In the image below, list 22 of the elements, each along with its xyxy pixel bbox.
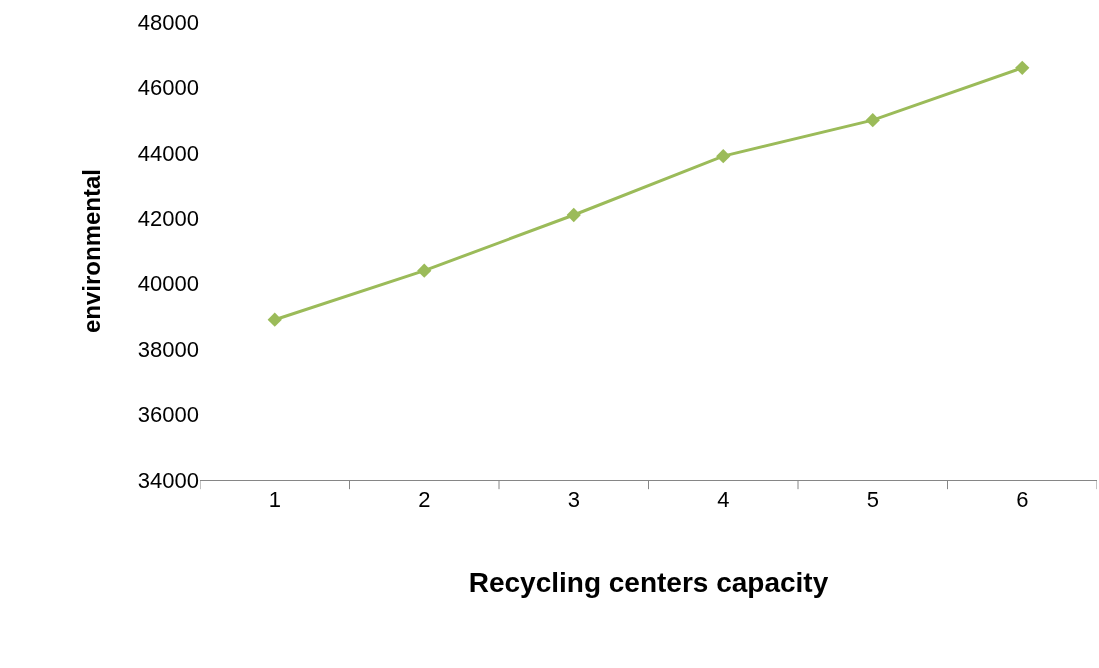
y-tick-label: 36000 <box>137 402 199 428</box>
x-tick-label: 3 <box>567 487 580 513</box>
x-tick-label: 5 <box>866 487 879 513</box>
point <box>716 148 731 164</box>
point <box>267 312 282 327</box>
x-axis-title: Recycling centers capacity <box>468 566 829 598</box>
point <box>566 207 581 223</box>
y-tick-label: 40000 <box>137 271 199 297</box>
x-tick-label: 2 <box>418 487 431 513</box>
x-tick-label: 6 <box>1016 487 1029 513</box>
y-tick-label: 46000 <box>137 75 199 101</box>
y-tick-label: 44000 <box>137 140 199 166</box>
point <box>865 112 880 128</box>
point <box>417 263 432 278</box>
x-tick-label: 1 <box>268 487 281 513</box>
point <box>1015 60 1030 75</box>
y-tick-label: 34000 <box>137 467 199 493</box>
y-tick-label: 42000 <box>137 205 199 231</box>
x-tick-label: 4 <box>717 487 730 513</box>
y-axis-title: environmental <box>77 168 105 334</box>
y-tick-label: 48000 <box>137 9 199 35</box>
y-tick-label: 38000 <box>137 336 199 362</box>
